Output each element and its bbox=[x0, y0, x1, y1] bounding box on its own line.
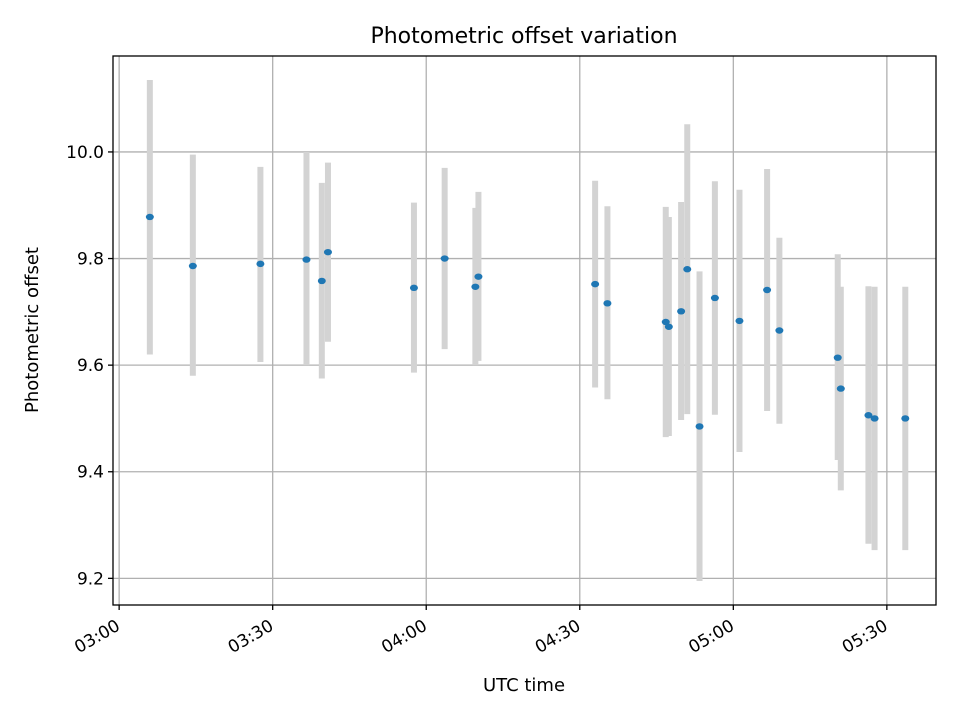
y-tick-label: 9.2 bbox=[77, 569, 104, 589]
x-axis-label: UTC time bbox=[483, 675, 565, 696]
data-point bbox=[710, 294, 719, 302]
error-bars bbox=[146, 79, 909, 582]
x-tick-label: 03:30 bbox=[225, 616, 277, 658]
x-tick-label: 05:30 bbox=[839, 616, 891, 658]
data-point bbox=[317, 277, 326, 285]
y-tick-label: 10.0 bbox=[66, 143, 104, 163]
y-tick-label: 9.8 bbox=[77, 250, 104, 270]
x-tick-label: 05:00 bbox=[685, 616, 737, 658]
plot-frame bbox=[112, 55, 937, 606]
data-point bbox=[870, 415, 879, 422]
data-point bbox=[256, 260, 265, 268]
x-tick-label: 04:30 bbox=[532, 616, 584, 658]
data-point bbox=[683, 266, 692, 273]
data-point bbox=[901, 415, 910, 422]
data-point bbox=[302, 256, 311, 263]
y-tick-label: 9.4 bbox=[77, 463, 104, 483]
data-point bbox=[471, 283, 480, 290]
data-point bbox=[661, 318, 670, 326]
data-point bbox=[664, 323, 673, 330]
data-point bbox=[145, 213, 154, 221]
y-axis-label: Photometric offset bbox=[22, 247, 43, 413]
data-point bbox=[323, 248, 332, 256]
data-point bbox=[864, 412, 873, 419]
data-point bbox=[833, 354, 842, 361]
data-point bbox=[188, 262, 197, 270]
data-point bbox=[695, 423, 704, 430]
x-tick-label: 04:00 bbox=[378, 616, 430, 658]
data-point bbox=[474, 273, 483, 280]
x-tick-label: 03:00 bbox=[71, 616, 123, 658]
data-point bbox=[836, 385, 845, 392]
data-point bbox=[409, 284, 418, 292]
data-point bbox=[440, 255, 449, 262]
data-point bbox=[591, 280, 600, 288]
data-points bbox=[145, 213, 910, 430]
data-point bbox=[677, 308, 686, 315]
y-tick-label: 9.6 bbox=[77, 356, 104, 376]
data-point bbox=[775, 327, 784, 334]
data-point bbox=[735, 317, 744, 325]
chart-title: Photometric offset variation bbox=[370, 24, 677, 49]
grid bbox=[113, 56, 936, 605]
data-point bbox=[763, 286, 772, 294]
data-point bbox=[603, 300, 612, 307]
